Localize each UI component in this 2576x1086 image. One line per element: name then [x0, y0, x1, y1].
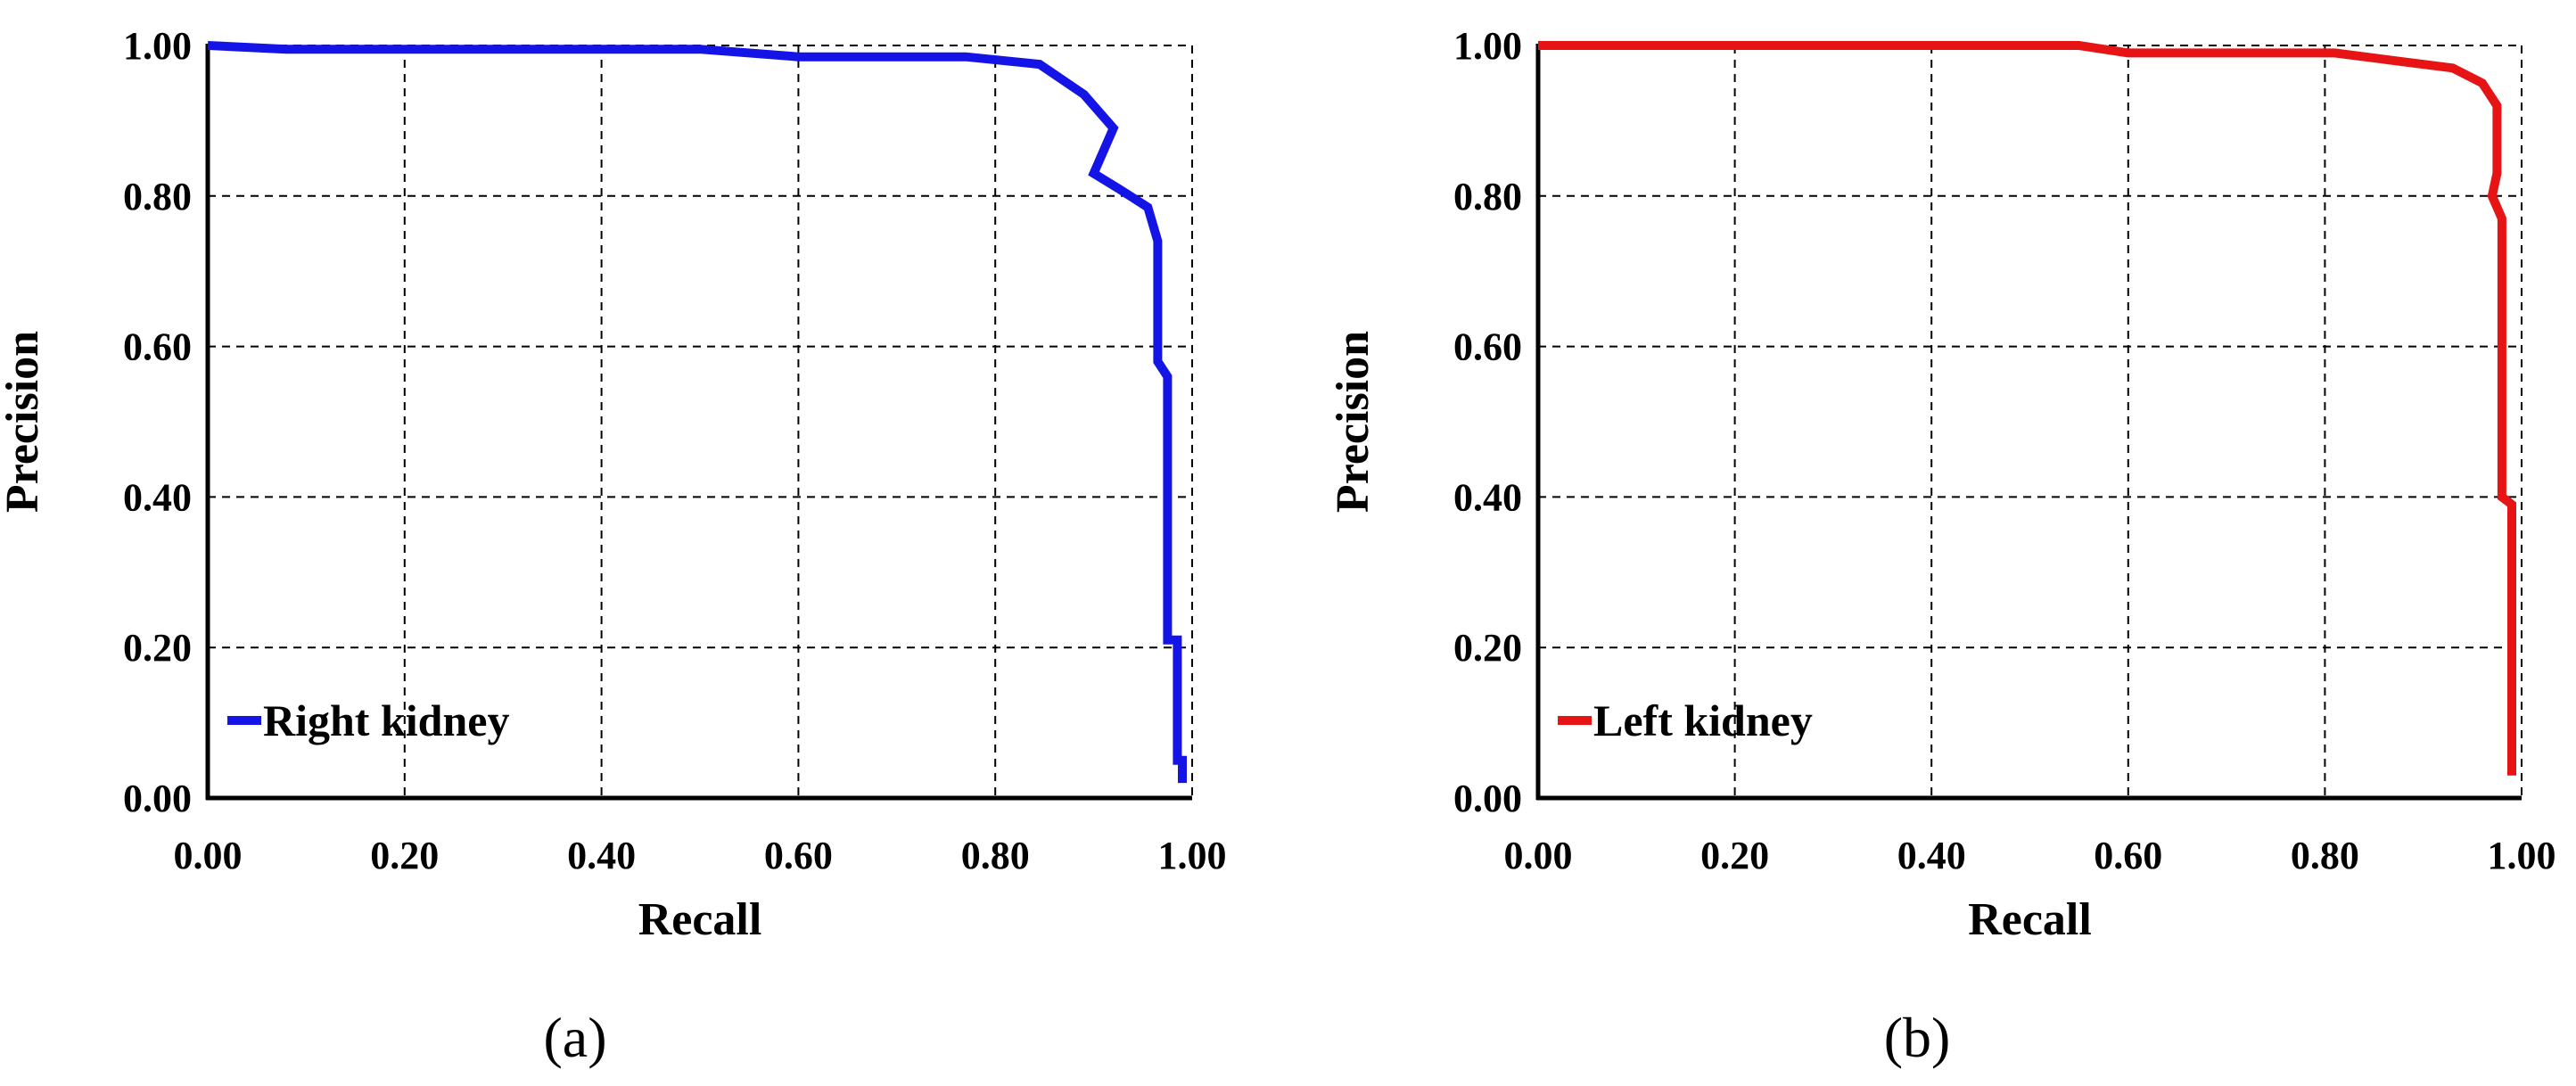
x-tick-label: 0.00 [1504, 834, 1573, 877]
x-tick-label: 0.20 [370, 834, 439, 877]
y-axis-title: Precision [0, 331, 48, 513]
y-tick-label: 1.00 [123, 24, 192, 68]
x-axis-title: Recall [638, 894, 762, 945]
panel-caption: (b) [1884, 1006, 1951, 1069]
y-tick-label: 0.40 [1453, 475, 1522, 519]
x-tick-label: 0.60 [764, 834, 833, 877]
series-line [1538, 41, 2516, 776]
y-axis-title: Precision [1328, 331, 1379, 513]
y-tick-label: 0.80 [123, 175, 192, 218]
panel-caption: (a) [543, 1006, 606, 1069]
x-tick-label: 0.60 [2094, 834, 2162, 877]
x-tick-label: 1.00 [1158, 834, 1227, 877]
x-axis-title: Recall [1968, 894, 2092, 945]
y-tick-label: 0.40 [123, 475, 192, 519]
x-tick-label: 0.80 [961, 834, 1030, 877]
y-tick-label: 0.00 [123, 777, 192, 820]
y-tick-label: 0.20 [1453, 626, 1522, 670]
legend-label: Right kidney [263, 695, 509, 745]
y-tick-label: 0.80 [1453, 175, 1522, 218]
chart-panel-b: 0.00 0.20 0.40 0.60 0.80 1.00 0.00 0.20 0.40 0.60… [1328, 24, 2556, 1069]
y-tick-label: 0.20 [123, 626, 192, 670]
legend-label: Left kidney [1593, 695, 1813, 745]
series-line [207, 41, 1187, 784]
x-tick-label: 0.80 [2291, 834, 2359, 877]
y-tick-label: 1.00 [1453, 24, 1522, 68]
x-tick-label: 0.20 [1700, 834, 1769, 877]
x-tick-label: 0.40 [567, 834, 636, 877]
y-tick-label: 0.60 [123, 325, 192, 369]
chart-panel-a: 0.00 0.20 0.40 0.60 0.80 1.00 0.00 0.20 0.40 0.60… [0, 24, 1227, 1069]
x-tick-label: 1.00 [2488, 834, 2556, 877]
y-tick-label: 0.60 [1453, 325, 1522, 369]
y-tick-label: 0.00 [1453, 777, 1522, 820]
x-tick-label: 0.00 [174, 834, 243, 877]
x-tick-label: 0.40 [1897, 834, 1966, 877]
